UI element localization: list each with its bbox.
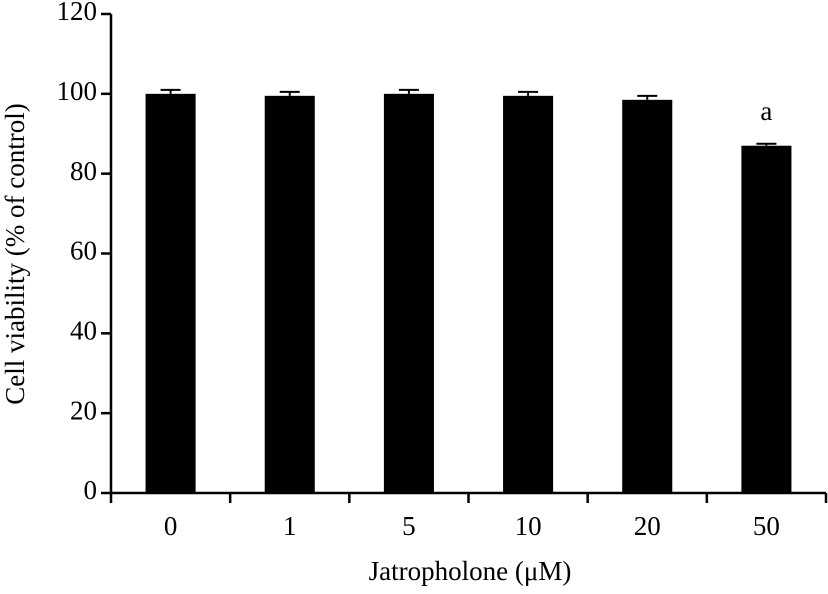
bar (622, 99, 673, 493)
annotation: a (760, 96, 772, 126)
bar (383, 93, 434, 493)
y-tick-label: 20 (70, 395, 97, 425)
x-tick-label: 10 (515, 511, 542, 541)
error-bar (160, 88, 181, 94)
x-tick-label: 20 (634, 511, 661, 541)
y-axis-label: Cell viability (% of control) (0, 103, 30, 404)
error-bar (398, 88, 419, 94)
bar (264, 95, 315, 494)
x-tick-label: 5 (402, 511, 416, 541)
error-bar (279, 90, 300, 96)
x-tick-label: 0 (164, 511, 178, 541)
y-tick-label: 40 (70, 316, 97, 346)
x-tick-label: 50 (753, 511, 780, 541)
bar (503, 95, 554, 494)
y-tick-label: 60 (70, 236, 97, 266)
x-tick-label: 1 (283, 511, 297, 541)
y-tick-label: 100 (57, 76, 98, 106)
error-bar (518, 90, 539, 96)
y-tick-label: 120 (57, 0, 98, 26)
y-tick-label: 0 (84, 475, 98, 505)
bar (741, 145, 792, 493)
y-tick-label: 80 (70, 156, 97, 186)
x-axis-label: Jatropholone (μM) (369, 556, 572, 586)
error-bar (756, 142, 777, 146)
error-bar (637, 94, 658, 100)
bar (145, 93, 196, 493)
